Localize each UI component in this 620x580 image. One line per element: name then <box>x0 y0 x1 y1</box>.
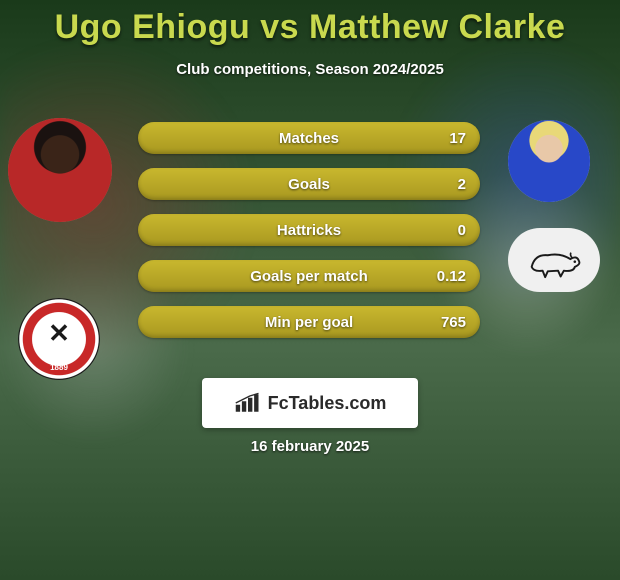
stat-value: 2 <box>458 176 466 193</box>
stat-value: 0.12 <box>437 268 466 285</box>
player1-club-badge <box>18 298 100 380</box>
player2-avatar <box>508 120 590 202</box>
ram-icon <box>522 238 586 283</box>
page-title: Ugo Ehiogu vs Matthew Clarke <box>0 0 620 47</box>
stat-label: Goals <box>288 176 330 193</box>
date-label: 16 february 2025 <box>0 438 620 455</box>
player2-photo <box>508 120 590 202</box>
stat-label: Matches <box>279 130 339 147</box>
stat-bar-goals: Goals 2 <box>138 168 480 200</box>
stat-bar-goals-per-match: Goals per match 0.12 <box>138 260 480 292</box>
stat-value: 17 <box>449 130 466 147</box>
stats-bars: Matches 17 Goals 2 Hattricks 0 Goals per… <box>138 122 480 352</box>
stat-value: 0 <box>458 222 466 239</box>
comparison-card: Ugo Ehiogu vs Matthew Clarke Club compet… <box>0 0 620 580</box>
sheffield-utd-badge-icon <box>18 298 100 380</box>
watermark-label: FcTables.com <box>268 393 387 414</box>
stat-bar-min-per-goal: Min per goal 765 <box>138 306 480 338</box>
stat-label: Hattricks <box>277 222 341 239</box>
stat-label: Goals per match <box>250 268 368 285</box>
stat-label: Min per goal <box>265 314 353 331</box>
watermark[interactable]: FcTables.com <box>202 378 418 428</box>
player1-photo <box>8 118 112 222</box>
stat-bar-matches: Matches 17 <box>138 122 480 154</box>
stat-bar-hattricks: Hattricks 0 <box>138 214 480 246</box>
player1-avatar <box>8 118 112 222</box>
derby-county-badge-icon <box>508 228 600 292</box>
subtitle: Club competitions, Season 2024/2025 <box>0 61 620 78</box>
player2-club-badge <box>508 228 600 292</box>
stat-value: 765 <box>441 314 466 331</box>
bar-chart-icon <box>234 392 262 414</box>
